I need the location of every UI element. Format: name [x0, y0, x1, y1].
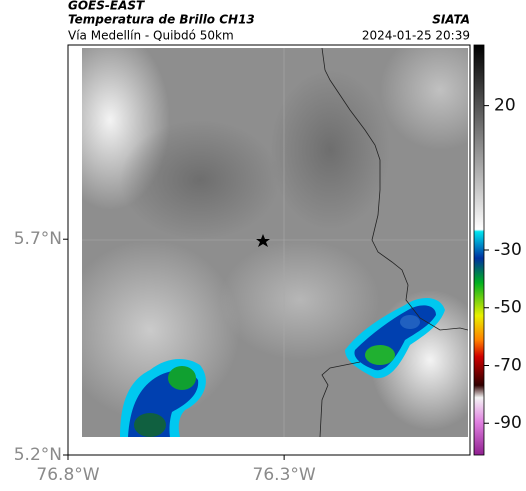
subtitle: Temperatura de Brillo CH13 [68, 13, 255, 27]
colorbar-tick-label: 20 [494, 96, 516, 116]
source: SIATA [432, 13, 470, 27]
ticks: 5.7°N 5.2°N76.8°W 76.3°W 20 -30 -50 -70 -90 [14, 96, 522, 485]
colorbar-tick-label: -90 [494, 413, 522, 433]
lon-tick-label: 76.8°W [36, 465, 99, 485]
timestamp: 2024-01-25 20:39 [362, 29, 470, 43]
region: Vía Medellín - Quibdó 50km [68, 29, 234, 43]
lat-tick-label: 5.2°N [14, 445, 62, 465]
colorbar-tick-label: -70 [494, 355, 522, 375]
map-frame [67, 44, 471, 456]
lat-tick-label: 5.7°N [14, 229, 62, 249]
colorbar-tick-label: -50 [494, 298, 522, 318]
city-marker [256, 234, 270, 247]
satellite-image [82, 48, 468, 437]
lon-tick-label: 76.3°W [253, 465, 316, 485]
title: GOES-EAST [68, 0, 145, 13]
colorbar-tick-label: -30 [494, 240, 522, 260]
colorbar [473, 44, 485, 456]
